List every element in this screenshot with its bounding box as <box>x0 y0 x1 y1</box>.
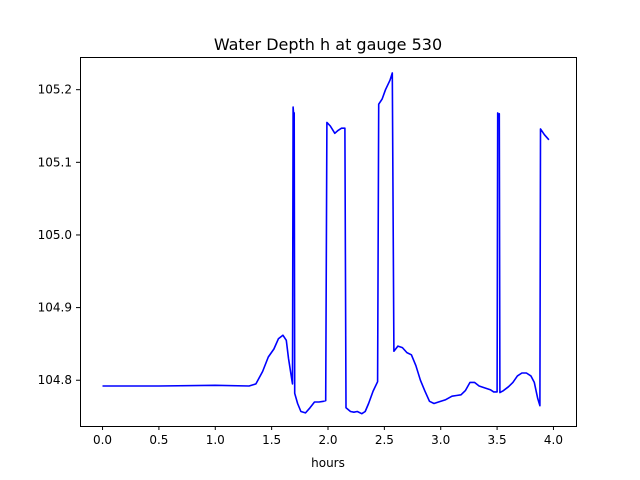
y-tick-label: 104.8 <box>38 373 72 387</box>
x-tick-label: 3.5 <box>488 433 507 447</box>
y-tick-label: 105.1 <box>38 155 72 169</box>
y-tick-label: 104.9 <box>38 301 72 315</box>
x-tick-label: 4.0 <box>544 433 563 447</box>
y-tick-label: 105.2 <box>38 83 72 97</box>
y-tick-label: 105.0 <box>38 228 72 242</box>
x-axis-label: hours <box>311 456 345 470</box>
y-axis-ticks: 104.8 104.9 105.0 105.1 105.2 <box>38 83 80 387</box>
chart-title: Water Depth h at gauge 530 <box>214 35 442 54</box>
x-tick-label: 1.5 <box>262 433 281 447</box>
x-tick-label: 0.5 <box>149 433 168 447</box>
x-tick-label: 1.0 <box>206 433 225 447</box>
x-tick-label: 2.5 <box>375 433 394 447</box>
series-line <box>102 72 550 415</box>
x-tick-label: 2.0 <box>318 433 337 447</box>
x-tick-label: 0.0 <box>93 433 112 447</box>
x-axis-ticks: 0.0 0.5 1.0 1.5 2.0 2.5 3.0 3.5 4.0 <box>93 426 563 447</box>
x-tick-label: 3.0 <box>431 433 450 447</box>
series-lines <box>102 72 550 415</box>
